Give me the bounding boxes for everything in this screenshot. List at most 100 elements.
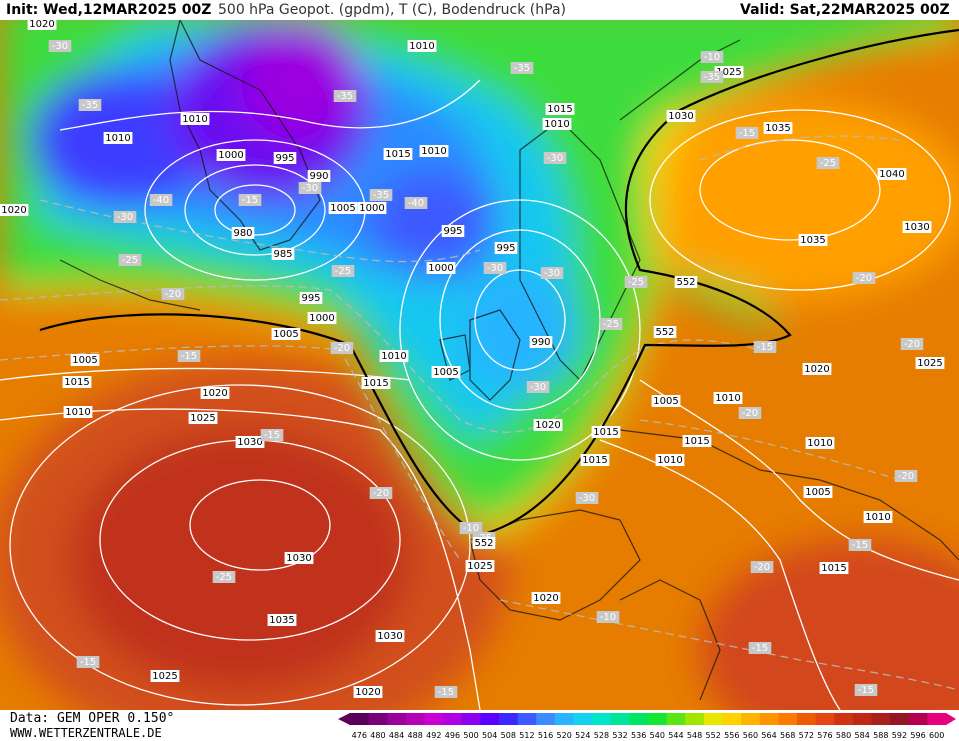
svg-text:995: 995 [443,226,462,237]
legend-label: 484 [389,731,404,740]
svg-text:-10: -10 [704,52,720,63]
legend-label: 500 [463,731,478,740]
isobar-label: 1005 [70,354,100,366]
svg-text:1005: 1005 [330,203,355,214]
temperature-label: -10 [459,522,483,534]
temperature-label: -30 [48,40,72,52]
svg-text:1015: 1015 [582,455,607,466]
svg-text:1000: 1000 [218,150,243,161]
svg-text:-15: -15 [858,685,874,696]
legend-label: 532 [612,731,627,740]
svg-text:-20: -20 [373,488,389,499]
geopotential-label: 552 [653,326,677,338]
legend-label: 544 [668,731,683,740]
legend-swatch [648,713,668,725]
isobar-label: 1010 [713,392,743,404]
temperature-label: -15 [854,684,878,696]
legend-swatch [834,713,854,725]
legend-swatch [778,713,798,725]
legend-swatch [461,713,481,725]
legend-swatch [852,713,872,725]
legend-label: 488 [408,731,423,740]
temperature-label: -15 [76,656,100,668]
isobar-label: 1025 [150,670,180,682]
map-header: Init: Wed,12MAR2025 00Z 500 hPa Geopot. … [0,0,959,20]
isobar-label: 995 [494,242,518,254]
legend-swatch [368,713,388,725]
isobar-label: 1000 [216,149,246,161]
svg-text:1035: 1035 [269,615,294,626]
legend-label: 524 [575,731,590,740]
svg-text:552: 552 [676,277,695,288]
isobar-label: 995 [441,225,465,237]
svg-text:-25: -25 [335,266,351,277]
temperature-label: -20 [900,338,924,350]
svg-text:-40: -40 [408,198,424,209]
temperature-label: -15 [735,127,759,139]
legend-label: 600 [929,731,944,740]
temperature-label: -30 [543,152,567,164]
isobar-label: 1015 [545,103,575,115]
map-title: 500 hPa Geopot. (gpdm), T (C), Bodendruc… [218,2,566,18]
legend-label: 512 [519,731,534,740]
svg-text:-30: -30 [487,263,503,274]
isobar-label: 1005 [271,328,301,340]
svg-text:-15: -15 [242,195,258,206]
svg-text:1020: 1020 [804,364,829,375]
isobar-label: 1010 [655,454,685,466]
svg-text:1015: 1015 [385,149,410,160]
temperature-label: -25 [816,157,840,169]
legend-label: 552 [706,731,721,740]
legend-label: 516 [538,731,553,740]
isobar-label: 1010 [180,113,210,125]
svg-text:1030: 1030 [377,631,402,642]
temperature-label: -20 [852,272,876,284]
svg-text:-20: -20 [165,289,181,300]
svg-text:-30: -30 [117,212,133,223]
svg-text:-15: -15 [757,342,773,353]
temperature-label: -30 [113,211,137,223]
isobar-label: 1015 [62,376,92,388]
init-time: Init: Wed,12MAR2025 00Z [6,2,212,18]
svg-text:-25: -25 [628,277,644,288]
isobar-label: 1030 [375,630,405,642]
legend-swatch [797,713,817,725]
svg-text:1015: 1015 [593,427,618,438]
svg-text:995: 995 [275,153,294,164]
isobar-label: 1015 [580,454,610,466]
temperature-label: -40 [149,194,173,206]
legend-label: 508 [501,731,516,740]
svg-text:1025: 1025 [917,358,942,369]
geopotential-label: 552 [674,276,698,288]
isobar-label: 980 [231,227,255,239]
temperature-label: -35 [333,90,357,102]
svg-text:-35: -35 [514,63,530,74]
legend-label: 528 [594,731,609,740]
legend-swatch [554,713,574,725]
legend-swatch [685,713,705,725]
svg-text:1015: 1015 [547,104,572,115]
svg-text:-20: -20 [334,343,350,354]
svg-text:1010: 1010 [807,438,832,449]
temperature-label: -20 [738,407,762,419]
temperature-label: -15 [748,642,772,654]
isobar-label: 985 [271,248,295,260]
legend-swatch [741,713,761,725]
website-link[interactable]: WWW.WETTERZENTRALE.DE [10,726,162,740]
legend-swatch [573,713,593,725]
legend-label: 548 [687,731,702,740]
svg-text:1010: 1010 [865,512,890,523]
legend-swatch [703,713,723,725]
svg-text:1005: 1005 [72,355,97,366]
temperature-label: -35 [510,62,534,74]
svg-text:1025: 1025 [190,413,215,424]
temperature-label: -30 [483,262,507,274]
svg-text:1035: 1035 [765,123,790,134]
svg-text:1000: 1000 [428,263,453,274]
svg-text:-10: -10 [600,612,616,623]
isobar-label: 1020 [353,686,383,698]
legend-swatch [592,713,612,725]
isobar-label: 1030 [902,221,932,233]
svg-text:-30: -30 [302,183,318,194]
isobar-label: 1030 [666,110,696,122]
